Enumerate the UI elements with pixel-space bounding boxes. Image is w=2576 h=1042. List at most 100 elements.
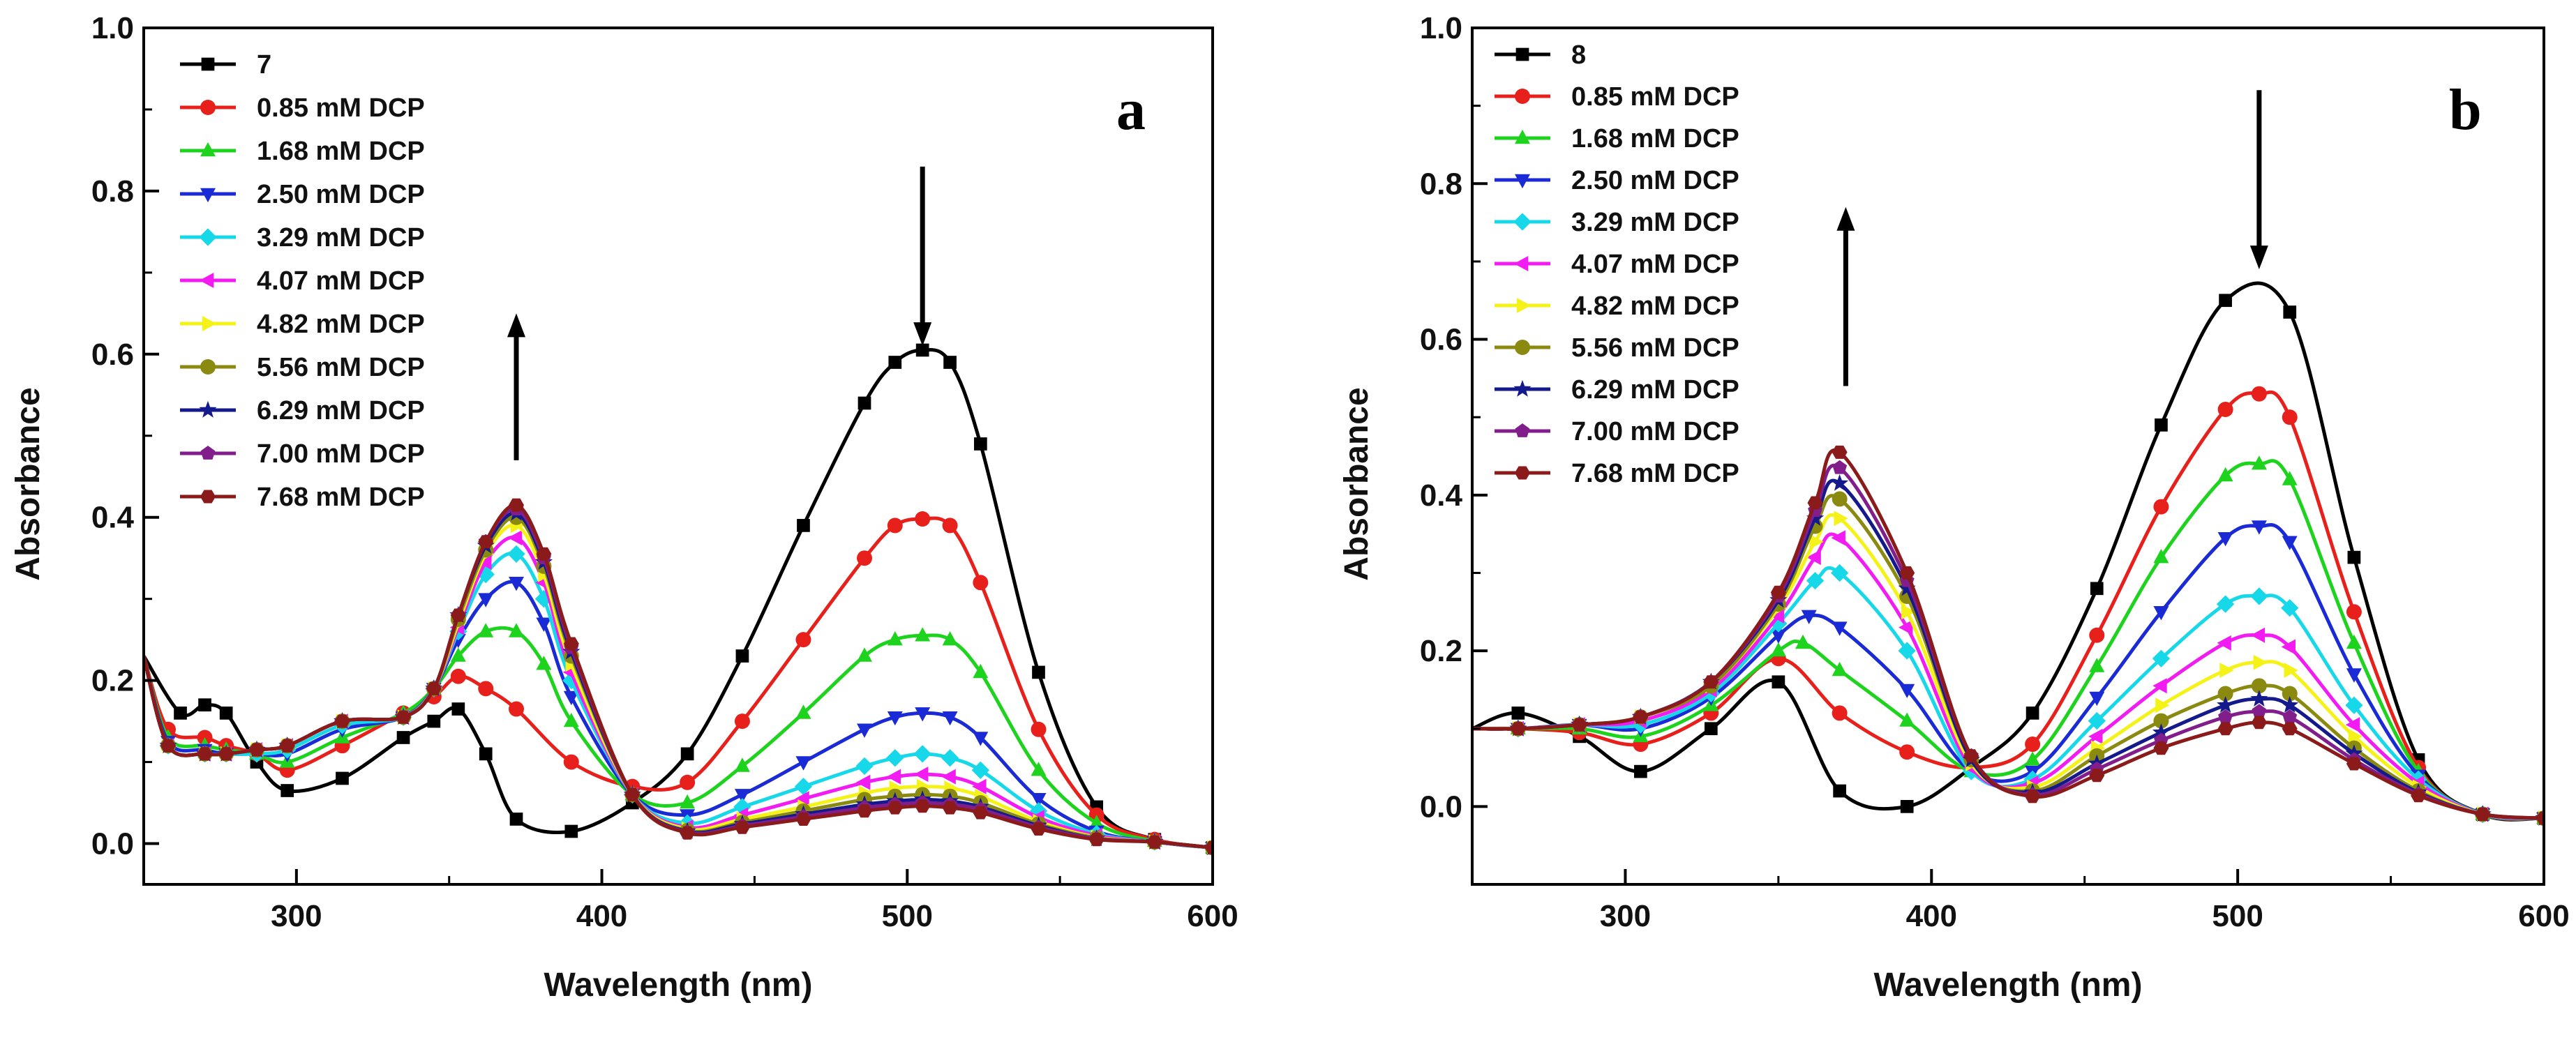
y-tick-label: 0.2	[1420, 634, 1462, 668]
data-point	[942, 711, 958, 726]
data-point	[1205, 840, 1213, 854]
data-point	[1769, 607, 1785, 624]
data-point	[2251, 455, 2267, 470]
data-point	[973, 732, 989, 746]
data-point	[507, 530, 523, 545]
data-point	[1898, 579, 1916, 596]
data-point	[795, 704, 811, 719]
data-point	[2282, 536, 2298, 550]
data-point	[479, 747, 493, 761]
data-point	[2153, 741, 2169, 755]
series-line-2	[144, 626, 1213, 850]
data-point	[1832, 460, 1848, 474]
data-point	[734, 789, 750, 803]
legend-label: 8	[1571, 40, 1586, 70]
plot-area	[1472, 281, 2544, 827]
data-point	[855, 774, 871, 790]
data-point	[2088, 728, 2103, 744]
data-point	[2346, 604, 2362, 620]
series-line-6	[144, 523, 1213, 850]
data-point	[1634, 764, 1647, 778]
arrow-up-head	[1836, 206, 1855, 231]
data-point	[972, 778, 987, 794]
data-point	[2282, 709, 2298, 723]
data-point	[1899, 744, 1915, 760]
data-point	[450, 668, 466, 684]
data-point	[1032, 665, 1045, 679]
data-point	[795, 632, 811, 648]
legend-label: 7.00 mM DCP	[257, 439, 425, 469]
arrow-down-head	[2249, 246, 2268, 270]
data-point	[1510, 722, 1526, 736]
data-point	[450, 647, 466, 662]
x-axis-title: Wavelength (nm)	[1874, 967, 2143, 1004]
data-point	[857, 804, 872, 818]
data-point	[509, 623, 524, 637]
y-tick-label: 0.0	[91, 827, 134, 861]
data-point	[973, 806, 989, 820]
data-point	[680, 747, 694, 761]
data-point	[2025, 751, 2041, 766]
x-tick-label: 600	[2518, 899, 2569, 933]
data-point	[564, 824, 578, 838]
data-point	[2089, 658, 2105, 672]
data-point	[797, 519, 810, 532]
legend-label: 1.68 mM DCP	[1571, 124, 1739, 153]
data-point	[2089, 627, 2105, 643]
data-point	[2475, 808, 2491, 822]
data-point	[941, 769, 956, 785]
data-point	[1795, 634, 1811, 649]
data-point	[1963, 749, 1979, 763]
legend-label: 0.85 mM DCP	[257, 93, 425, 123]
x-tick-label: 600	[1187, 899, 1238, 933]
data-point	[2346, 668, 2362, 683]
data-point	[2536, 811, 2544, 825]
y-tick-label: 0.4	[1420, 478, 1463, 513]
data-point	[2252, 704, 2267, 718]
data-point	[2250, 627, 2266, 643]
legend-label: 6.29 mM DCP	[257, 396, 425, 425]
data-point	[336, 771, 349, 785]
data-point	[509, 498, 524, 512]
data-point	[536, 547, 552, 561]
data-point	[2153, 499, 2169, 515]
data-point	[2152, 723, 2170, 740]
data-point	[426, 681, 442, 695]
data-point	[2218, 709, 2233, 723]
series-line-5	[144, 535, 1213, 850]
data-point	[160, 739, 176, 753]
data-point	[2152, 678, 2167, 694]
data-point	[734, 713, 750, 730]
data-point	[2089, 769, 2105, 783]
data-point	[795, 791, 809, 807]
data-point	[174, 707, 187, 720]
y-tick-label: 0.6	[91, 338, 134, 372]
data-point	[1031, 721, 1047, 737]
legend-marker	[200, 490, 216, 504]
data-point	[396, 710, 412, 724]
data-point	[915, 799, 931, 813]
series-line-8	[144, 511, 1213, 850]
data-point	[427, 714, 441, 728]
legend-label: 3.29 mM DCP	[257, 223, 425, 252]
data-point	[680, 774, 696, 790]
data-point	[2282, 686, 2298, 702]
legend-marker	[202, 316, 217, 331]
data-point	[2346, 634, 2362, 649]
y-tick-label: 0.0	[1420, 790, 1462, 824]
panel-letter: a	[1116, 77, 1146, 142]
data-point	[915, 707, 931, 722]
data-point	[1899, 619, 1913, 635]
data-point	[2281, 696, 2299, 713]
data-point	[2155, 697, 2170, 713]
legend-marker	[199, 228, 217, 246]
data-point	[1633, 710, 1649, 724]
legend-label: 3.29 mM DCP	[1571, 208, 1739, 237]
data-point	[887, 801, 903, 815]
legend-marker	[200, 188, 216, 203]
data-point	[1704, 722, 1718, 736]
legend-label: 5.56 mM DCP	[1571, 333, 1739, 363]
data-point	[1832, 621, 1848, 636]
legend-marker	[200, 100, 216, 115]
data-point	[857, 647, 872, 662]
